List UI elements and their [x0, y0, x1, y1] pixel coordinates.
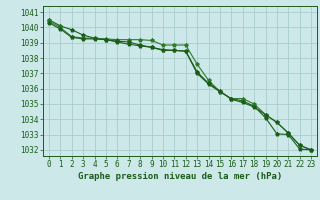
X-axis label: Graphe pression niveau de la mer (hPa): Graphe pression niveau de la mer (hPa) [78, 172, 282, 181]
